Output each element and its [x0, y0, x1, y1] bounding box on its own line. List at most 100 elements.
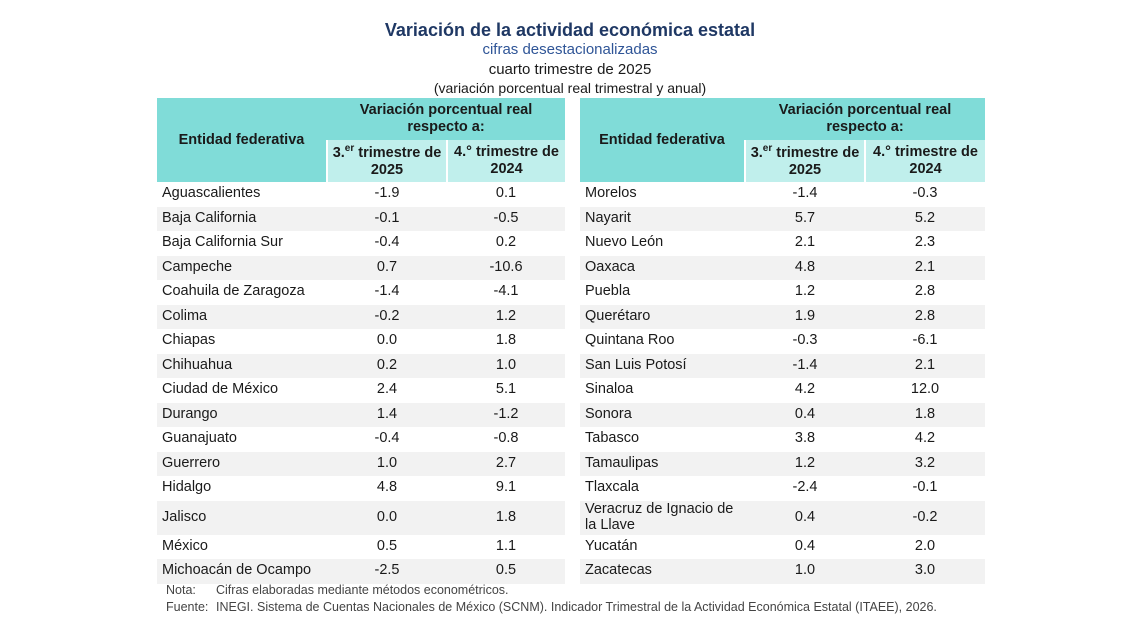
entity-header: Entidad federativa [157, 98, 327, 182]
table-row: Michoacán de Ocampo -2.5 0.5 [157, 559, 566, 584]
table-row: Tamaulipas 1.2 3.2 [580, 451, 986, 476]
value-cell: 1.2 [794, 283, 816, 300]
column-header-part: 3. [332, 145, 345, 162]
table-row: Baja California -0.1 -0.5 [157, 206, 566, 231]
value-cell: 0.5 [376, 537, 398, 554]
entity-cell: Oaxaca [580, 255, 745, 280]
table-header: Entidad federativa Variación porcentual r… [157, 98, 566, 182]
value-cell: -2.4 [792, 479, 818, 496]
table-row: Zacatecas 1.0 3.0 [580, 559, 986, 584]
entity-cell: Chiapas [162, 332, 216, 349]
value-cell: -0.4 [374, 430, 400, 447]
column-header: 3.er trimestre de 2025 [326, 140, 447, 182]
value-cell: 5.2 [865, 206, 986, 231]
table-row: Sonora 0.4 1.8 [580, 402, 986, 427]
entity-cell: Yucatán [585, 537, 638, 554]
group-header: Variación porcentual real respecto a: [327, 98, 566, 140]
entity-cell: Coahuila de Zaragoza [162, 283, 305, 300]
source: Fuente: INEGI. Sistema de Cuentas Naciona… [166, 600, 937, 614]
entity-cell: Baja California [157, 206, 327, 231]
value-cell: 3.2 [865, 451, 986, 476]
entity-cell: Veracruz de Ignacio de la Llave [580, 500, 745, 535]
value-cell: 1.0 [327, 451, 447, 476]
value-cell: -0.8 [493, 430, 519, 447]
table-row: Coahuila de Zaragoza -1.4 -4.1 [157, 280, 565, 305]
entity-cell: Ciudad de México [162, 381, 279, 398]
table-row: Oaxaca 4.8 2.1 [580, 255, 986, 280]
value-cell: 0.2 [495, 234, 517, 251]
period: cuarto trimestre de 2025 [488, 61, 652, 78]
entity-cell: Colima [157, 304, 327, 329]
table-row: México 0.5 1.1 [157, 535, 565, 560]
note: Nota: Cifras elaboradas mediante métodos … [166, 583, 509, 597]
value-cell: 2.1 [865, 353, 986, 378]
column-header-sup: er [344, 143, 355, 155]
title: Variación de la actividad económica esta… [384, 20, 756, 40]
table-row: Quintana Roo -0.3 -6.1 [580, 329, 985, 354]
value-cell: 2.8 [914, 283, 936, 300]
entity-cell: Nuevo León [585, 234, 664, 251]
value-cell: 1.0 [447, 353, 566, 378]
value-cell: 1.0 [745, 559, 865, 584]
value-cell: 0.7 [327, 255, 447, 280]
value-cell: 0.4 [745, 500, 865, 535]
value-cell: -1.4 [745, 353, 865, 378]
value-cell: 0.2 [327, 353, 447, 378]
value-cell: 4.8 [745, 255, 865, 280]
value-cell: -1.2 [447, 402, 566, 427]
entity-cell: Hidalgo [162, 479, 212, 496]
value-cell: 1.9 [745, 304, 865, 329]
table-row: Nayarit 5.7 5.2 [580, 206, 986, 231]
header-row: 3.er trimestre de 2025 4.° trimestre de 2… [157, 140, 566, 182]
entity-cell: Tabasco [585, 430, 640, 447]
value-cell: -0.1 [912, 479, 938, 496]
table-row: Sinaloa 4.2 12.0 [580, 378, 985, 403]
value-cell: -10.6 [447, 255, 566, 280]
value-cell: -0.1 [327, 206, 447, 231]
value-cell: 0.4 [794, 537, 816, 554]
value-cell: 9.1 [495, 479, 517, 496]
value-cell: 1.8 [495, 332, 517, 349]
data-table: Entidad federativa Variación porcentual r… [157, 98, 566, 584]
table-row: Chihuahua 0.2 1.0 [157, 353, 566, 378]
value-cell: 2.3 [914, 234, 936, 251]
column-header-part: 3. [750, 145, 763, 162]
value-cell: 0.4 [745, 402, 865, 427]
value-cell: -0.2 [327, 304, 447, 329]
table-body: Aguascalientes -1.9 0.1 Baja California -0.1… [157, 182, 566, 584]
value-cell: 1.2 [447, 304, 566, 329]
value-cell: -0.4 [374, 234, 400, 251]
table-row: Campeche 0.7 -10.6 [157, 255, 566, 280]
table-row: Guanajuato -0.4 -0.8 [157, 427, 565, 452]
entity-cell: Michoacán de Ocampo [157, 559, 327, 584]
value-cell: -1.9 [374, 185, 400, 202]
entity-cell: México [162, 537, 208, 554]
table-row: Yucatán 0.4 2.0 [580, 535, 985, 560]
table-row: Veracruz de Ignacio de la Llave 0.4 -0.2 [580, 500, 986, 535]
value-cell: -4.1 [493, 283, 519, 300]
value-cell: 0.5 [447, 559, 566, 584]
note-label: Nota: [166, 583, 196, 597]
unit: (variación porcentual real trimestral y … [433, 80, 707, 96]
note-text: Cifras elaboradas mediante métodos econo… [216, 583, 509, 597]
value-cell: 4.8 [376, 479, 398, 496]
table-row: Tlaxcala -2.4 -0.1 [580, 476, 985, 501]
entity-cell: Guerrero [157, 451, 327, 476]
value-cell: -0.5 [447, 206, 566, 231]
value-cell: 0.0 [376, 332, 398, 349]
table-row: Aguascalientes -1.9 0.1 [157, 182, 565, 207]
column-header-sup: er [762, 143, 773, 155]
value-cell: 1.8 [447, 500, 566, 535]
table-row: San Luis Potosí -1.4 2.1 [580, 353, 986, 378]
entity-cell: Aguascalientes [162, 185, 261, 202]
table-row: Chiapas 0.0 1.8 [157, 329, 565, 354]
entity-cell: Tamaulipas [580, 451, 745, 476]
header-row: Entidad federativa Variación porcentual r… [157, 98, 566, 182]
value-cell: -0.2 [865, 500, 986, 535]
column-header: 4.° trimestre de 2024 [863, 140, 986, 182]
table-row: Hidalgo 4.8 9.1 [157, 476, 565, 501]
value-cell: 2.7 [447, 451, 566, 476]
value-cell: 5.1 [495, 381, 517, 398]
table-row: Puebla 1.2 2.8 [580, 280, 985, 305]
value-cell: 2.1 [865, 255, 986, 280]
